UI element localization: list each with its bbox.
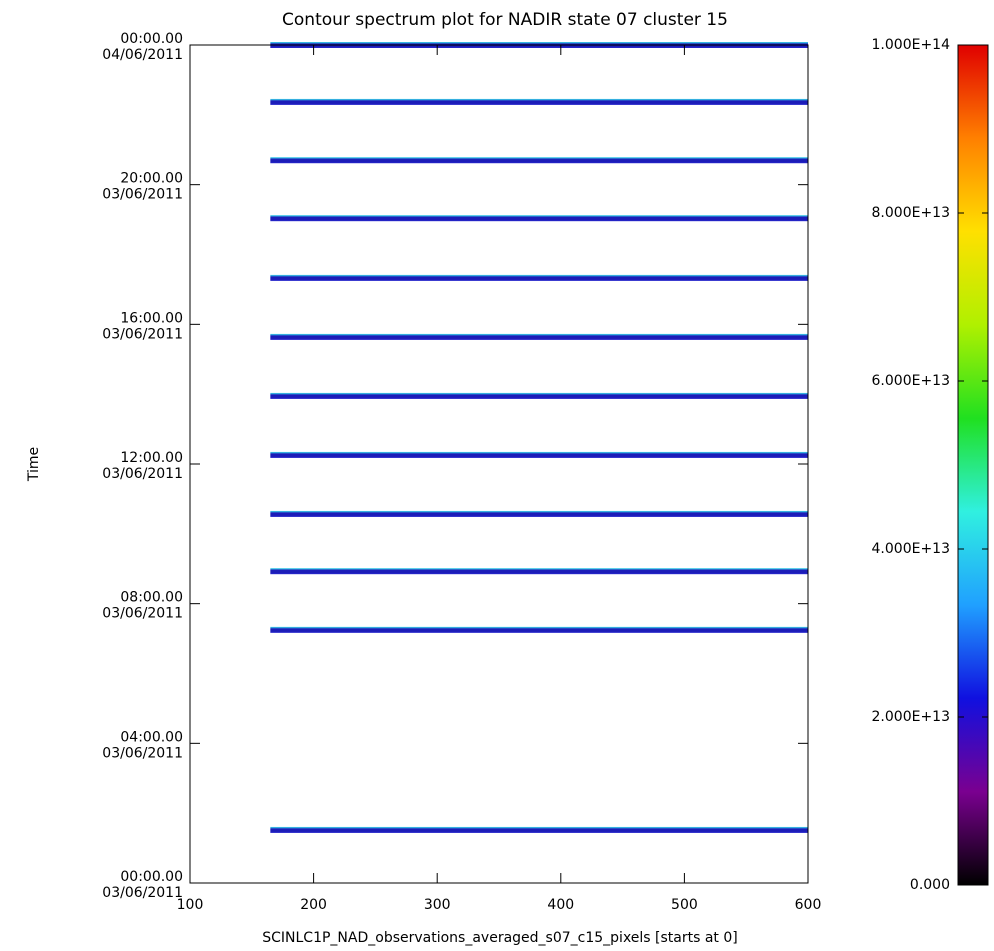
stripe xyxy=(270,826,809,833)
stripe xyxy=(270,392,809,399)
y-axis-label: Time xyxy=(26,447,42,482)
x-tick-label: 400 xyxy=(547,897,574,913)
stripe xyxy=(270,274,809,281)
stripe xyxy=(270,626,809,633)
y-tick-label-time: 16:00.00 xyxy=(120,310,183,326)
x-tick-label: 200 xyxy=(300,897,327,913)
stripe xyxy=(270,333,809,340)
stripe xyxy=(270,510,809,517)
colorbar-tick-label: 6.000E+13 xyxy=(872,373,950,389)
colorbar-tick-label: 2.000E+13 xyxy=(872,709,950,725)
y-tick-label-date: 03/06/2011 xyxy=(102,885,183,901)
y-tick-label-date: 03/06/2011 xyxy=(102,745,183,761)
y-tick-label-time: 12:00.00 xyxy=(120,450,183,466)
x-tick-label: 500 xyxy=(671,897,698,913)
x-tick-label: 600 xyxy=(795,897,822,913)
x-tick-label: 100 xyxy=(177,897,204,913)
y-tick-label-time: 04:00.00 xyxy=(120,729,183,745)
y-tick-label-date: 03/06/2011 xyxy=(102,606,183,622)
x-tick-label: 300 xyxy=(424,897,451,913)
y-tick-label-time: 00:00.00 xyxy=(120,869,183,885)
stripe xyxy=(270,157,809,164)
stripe xyxy=(270,98,809,105)
colorbar-tick-label: 1.000E+14 xyxy=(872,37,951,53)
stripe xyxy=(270,568,809,575)
y-tick-label-date: 03/06/2011 xyxy=(102,326,183,342)
colorbar xyxy=(957,44,989,886)
stripe xyxy=(270,215,809,222)
stripe xyxy=(270,451,809,458)
y-tick-label-time: 00:00.00 xyxy=(120,31,183,47)
y-tick-label-time: 08:00.00 xyxy=(120,590,183,606)
plot-frame xyxy=(189,44,809,884)
x-axis-label: SCINLC1P_NAD_observations_averaged_s07_c… xyxy=(262,930,738,946)
y-tick-label-date: 04/06/2011 xyxy=(102,47,183,63)
chart-title: Contour spectrum plot for NADIR state 07… xyxy=(282,10,728,30)
y-tick-label-date: 03/06/2011 xyxy=(102,466,183,482)
colorbar-tick-label: 8.000E+13 xyxy=(872,205,950,221)
y-tick-label-time: 20:00.00 xyxy=(120,171,183,187)
colorbar-tick-label: 0.000 xyxy=(910,877,950,893)
colorbar-tick-label: 4.000E+13 xyxy=(872,541,950,557)
y-tick-label-date: 03/06/2011 xyxy=(102,187,183,203)
